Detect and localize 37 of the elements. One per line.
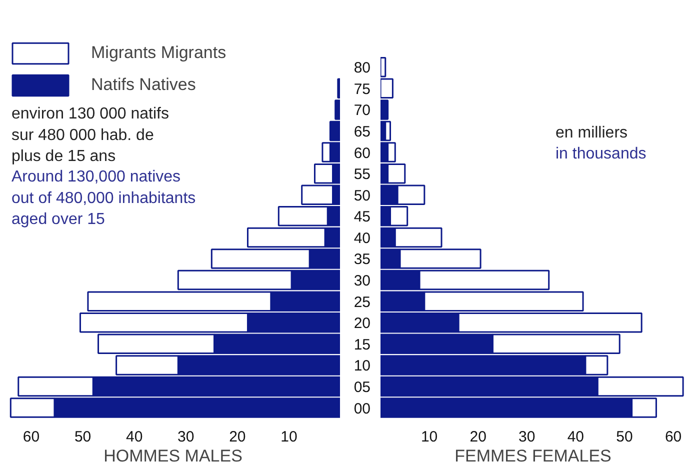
y-tick-label: 65 — [354, 123, 371, 140]
y-tick-label: 70 — [354, 102, 371, 120]
x-axis-title: FEMMES FEMALES — [454, 446, 612, 466]
y-tick-label: 40 — [354, 230, 371, 247]
x-tick-label: 10 — [420, 428, 438, 446]
y-tick-label: 50 — [354, 187, 371, 204]
y-tick-label: 30 — [354, 272, 371, 290]
y-tick-label: 05 — [354, 378, 371, 396]
y-tick-label: 80 — [354, 60, 371, 77]
x-tick-label: 60 — [22, 428, 40, 446]
y-tick-label: 20 — [354, 315, 371, 332]
annotation: environ 130 000 natifs sur 480 000 hab. de plus de 15 ans — [12, 106, 169, 165]
x-tick-label: 50 — [74, 428, 92, 446]
x-tick-label: 30 — [178, 428, 194, 446]
y-tick-label: 45 — [354, 208, 371, 226]
y-tick-label: 35 — [354, 251, 371, 268]
x-tick-label: 10 — [280, 428, 298, 446]
y-tick-label: 60 — [354, 144, 371, 162]
y-tick-label: 75 — [354, 80, 371, 98]
x-tick-label: 40 — [567, 428, 584, 446]
x-axis-title: HOMMES MALES — [104, 446, 242, 466]
annotation: en milliers — [556, 124, 628, 142]
y-tick-label: 10 — [354, 358, 371, 375]
x-tick-label: 50 — [616, 428, 633, 446]
y-tick-label: 00 — [354, 400, 371, 418]
y-tick-label: 55 — [354, 166, 371, 184]
y-tick-label: 25 — [354, 294, 371, 311]
annotation: in thousands — [556, 146, 646, 162]
annotation: Around 130,000 natives out of 480,000 inhabitants aged over 15 — [12, 168, 196, 228]
x-tick-label: 20 — [229, 428, 246, 446]
legend-label: Natifs Natives — [91, 75, 196, 95]
x-tick-label: 30 — [518, 428, 536, 446]
x-tick-label: 60 — [664, 428, 682, 446]
x-tick-label: 20 — [470, 428, 486, 446]
x-tick-label: 40 — [126, 428, 143, 446]
legend-label: Migrants Migrants — [91, 43, 226, 63]
y-tick-label: 15 — [354, 336, 371, 354]
